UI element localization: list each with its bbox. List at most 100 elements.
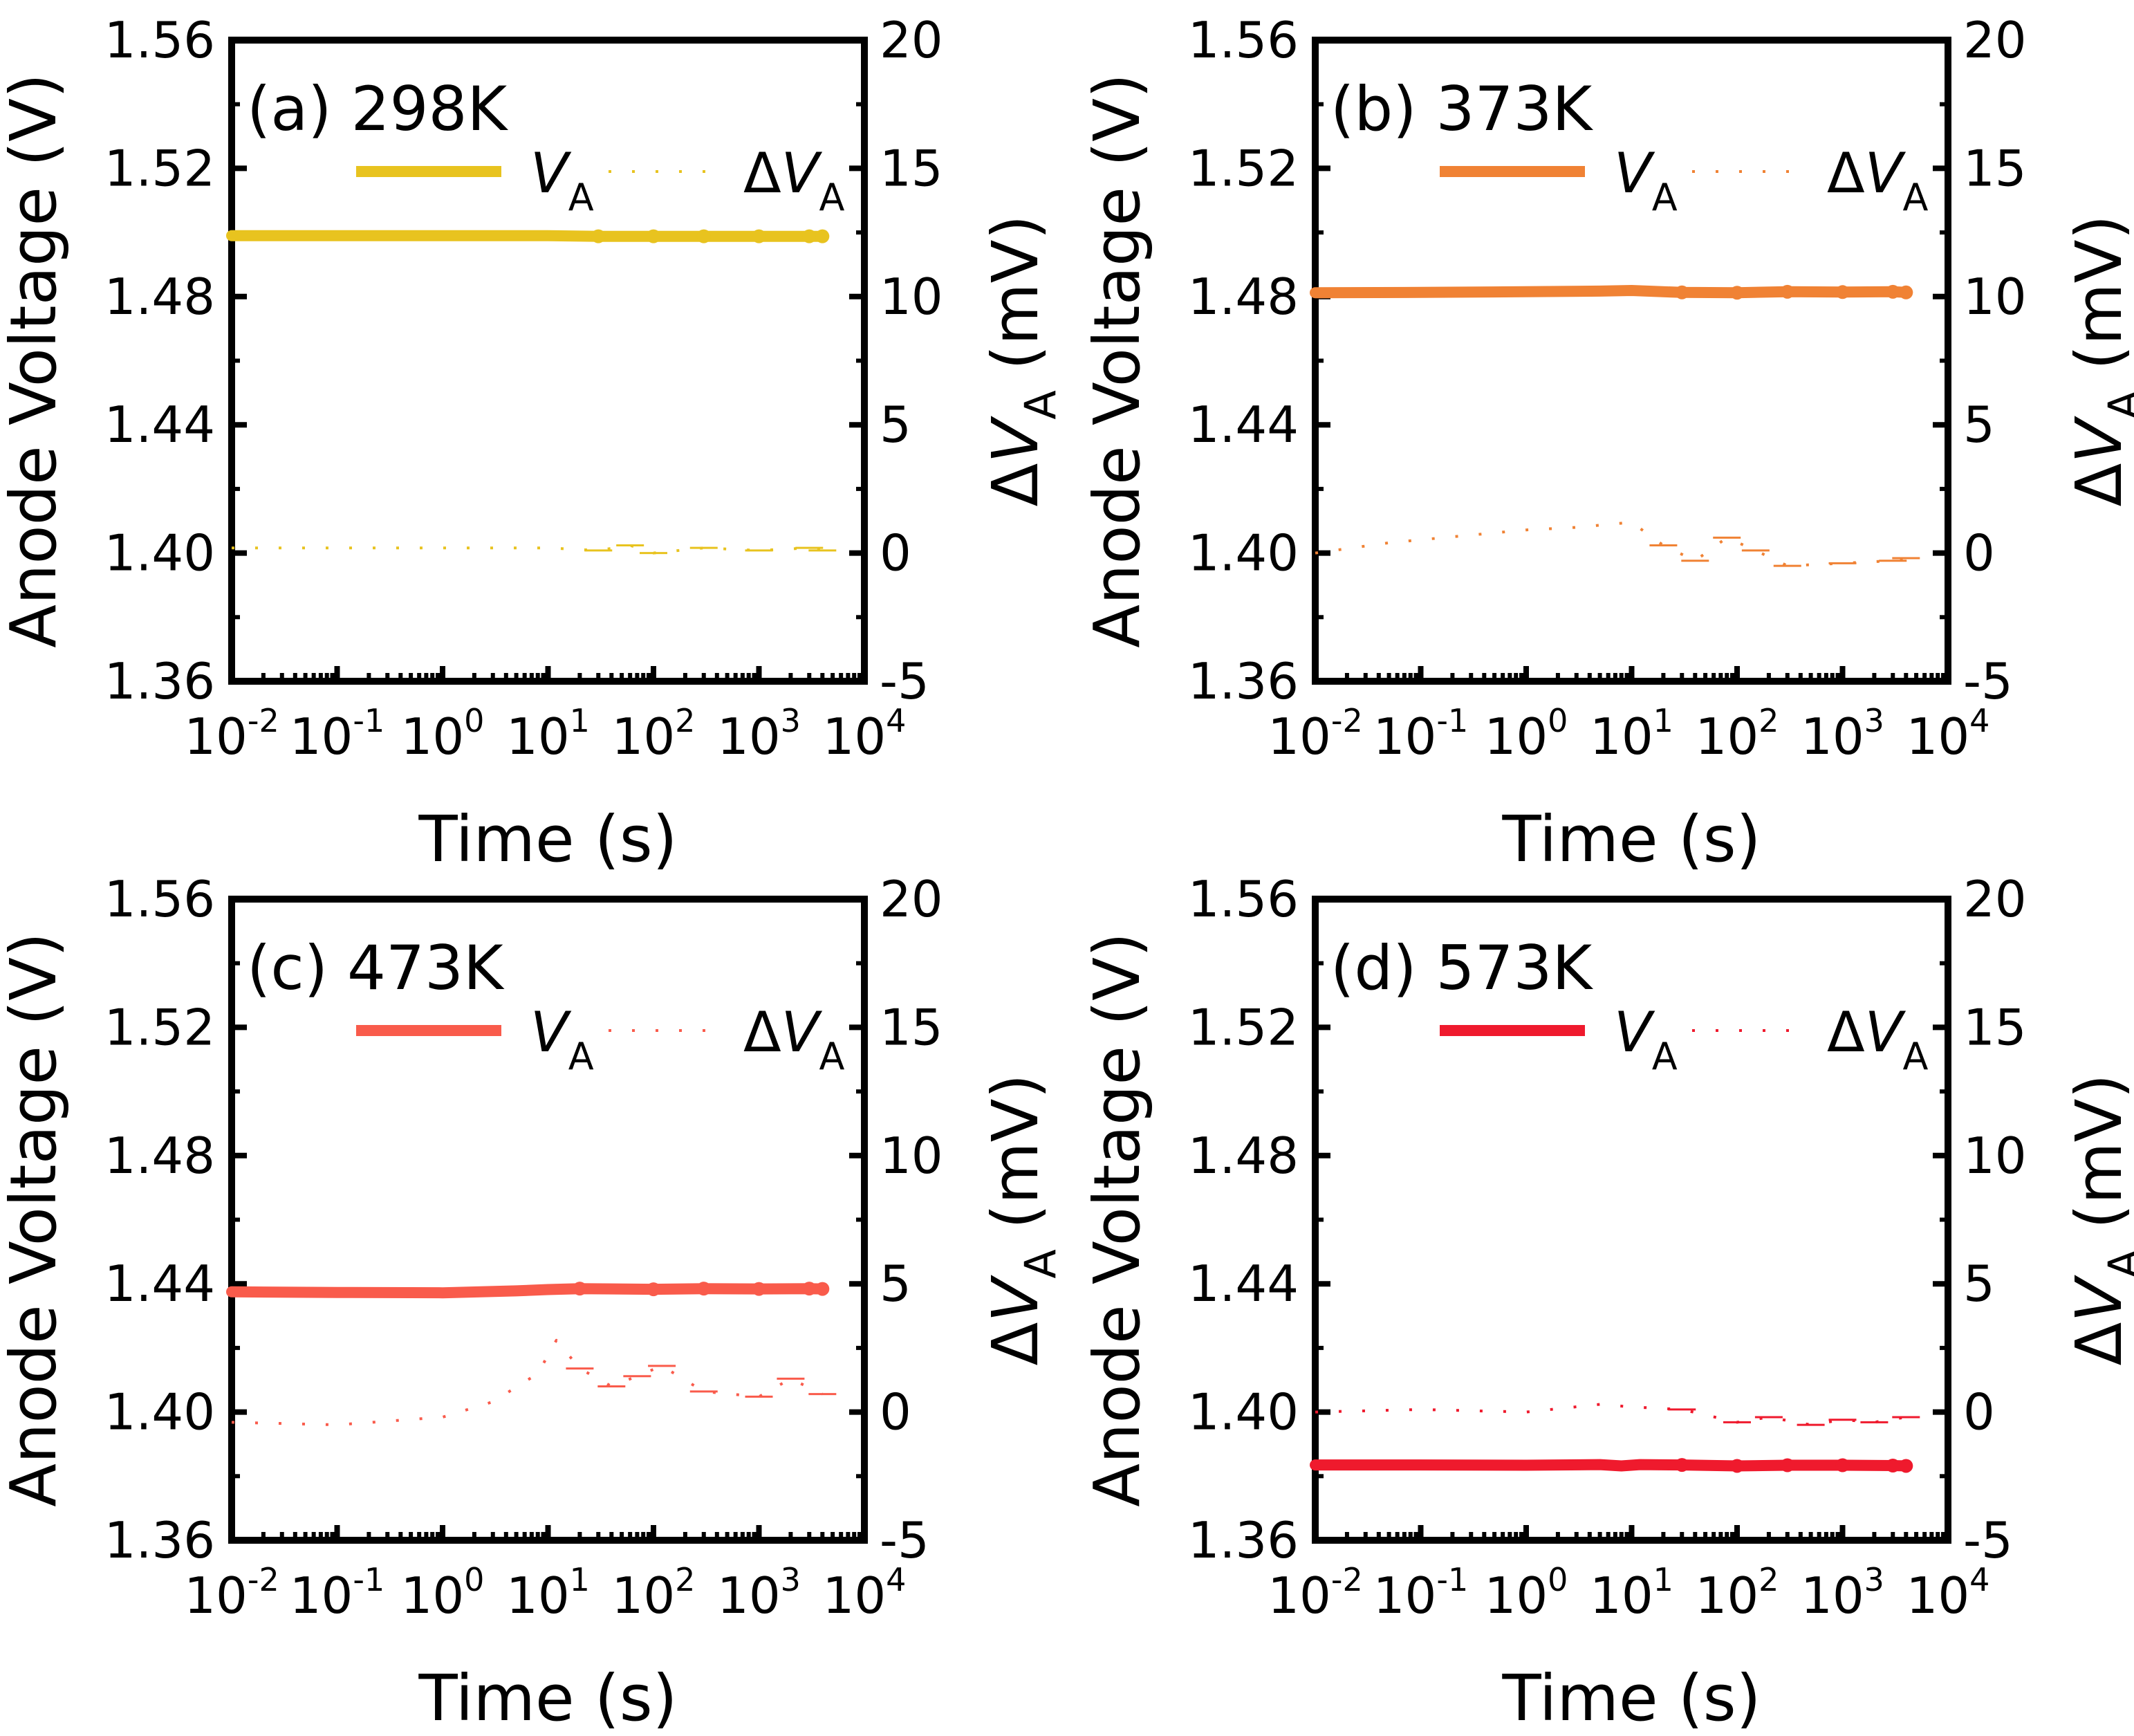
y-right-tick-label: 5 [1963,396,1995,454]
x-tick-base: 10 [506,708,570,766]
y-right-tick-label: 15 [1963,998,2027,1056]
x-tick-exponent: 1 [1653,1561,1673,1598]
x-tick-exponent: 1 [1653,702,1673,739]
x-tick-label: 101 [506,1561,590,1625]
y-left-tick-label: 1.44 [1188,1255,1299,1313]
x-tick-label: 104 [823,702,907,766]
y-left-tick-label: 1.48 [1188,268,1299,326]
x-tick-label: 103 [1801,1561,1884,1625]
x-tick-base: 10 [1906,1567,1970,1625]
x-tick-base: 10 [1590,708,1653,766]
data-point [1899,285,1913,299]
legend-va-label: VA [530,141,594,219]
legend-delta-sub: A [819,176,844,219]
x-tick-exponent: 3 [1864,702,1884,739]
data-point [696,229,711,243]
x-tick-exponent: 1 [570,1561,590,1598]
x-tick-base: 10 [1696,708,1759,766]
y-left-axis-label: Anode Voltage (V) [0,932,71,1507]
legend-delta-prefix: Δ [1827,141,1865,205]
legend-va-var: V [530,1000,572,1064]
panel-temperature: 573K [1417,932,1594,1004]
y-left-tick-label: 1.52 [1188,998,1299,1056]
legend-va-var: V [530,141,572,205]
data-point [752,1282,766,1296]
y-left-axis-label: Anode Voltage (V) [0,73,71,648]
x-axis-label: Time (s) [418,1661,677,1735]
x-tick-base: 10 [290,708,353,766]
data-point [815,1282,830,1296]
legend-va-label: VA [1614,141,1678,219]
x-tick-label: 10-2 [184,1561,279,1625]
y-right-sub: A [1015,1249,1066,1278]
x-tick-base: 10 [290,1567,353,1625]
legend-delta-prefix: Δ [743,1000,781,1064]
x-tick-base: 10 [184,1567,248,1625]
y-right-var: V [978,416,1052,463]
x-tick-label: 102 [1696,702,1779,766]
legend-va-sub: A [568,1035,594,1078]
panel-id: (d) [1330,932,1417,1004]
y-left-tick-label: 1.52 [104,139,215,197]
legend-va-sub: A [1652,176,1678,219]
y-right-tick-label: 15 [1963,139,2027,197]
x-tick-exponent: 4 [1969,1561,1989,1598]
x-tick-label: 104 [1906,1561,1990,1625]
data-point [1899,1459,1913,1473]
y-right-unit: (mV) [2062,1074,2134,1250]
y-right-tick-label: -5 [880,652,929,710]
y-left-axis-label: Anode Voltage (V) [1080,932,1154,1507]
series-delta-va-line [1315,521,1906,568]
y-right-var: V [2062,416,2134,463]
x-tick-exponent: 3 [781,702,801,739]
y-right-tick-label: 10 [1963,268,2027,326]
y-right-sub: A [2099,390,2134,419]
x-tick-base: 10 [1268,1567,1331,1625]
data-point [1886,284,1900,299]
y-right-tick-label: 10 [1963,1127,2027,1185]
legend-delta-prefix: Δ [1827,1000,1865,1064]
x-tick-base: 10 [1801,1567,1864,1625]
y-right-tick-label: -5 [1963,652,2013,710]
panel-label: (d) 573K [1330,932,1593,1004]
y-left-tick-label: 1.44 [104,396,215,454]
x-tick-base: 10 [1590,1567,1653,1625]
panel-id: (b) [1330,73,1417,145]
x-tick-exponent: 0 [464,1561,484,1598]
plot-frame [228,896,868,1544]
legend-va-label: VA [1614,1000,1678,1078]
y-right-tick-label: 5 [1963,1255,1995,1313]
series-va-line [226,230,828,242]
x-tick-base: 10 [1485,708,1548,766]
x-tick-base: 10 [612,1567,676,1625]
x-tick-label: 100 [1485,702,1568,766]
panel-temperature: 373K [1417,73,1594,145]
x-tick-label: 102 [1696,1561,1779,1625]
x-tick-label: 101 [1590,702,1673,766]
y-left-tick-label: 1.48 [1188,1127,1299,1185]
x-tick-base: 10 [823,708,887,766]
x-tick-base: 10 [184,708,248,766]
data-point [1780,284,1794,299]
x-tick-exponent: -1 [353,1561,384,1598]
x-tick-exponent: 4 [886,702,906,739]
series-va-line [226,1283,828,1299]
x-tick-exponent: -1 [353,702,384,739]
y-left-tick-label: 1.56 [104,870,215,928]
x-tick-base: 10 [401,708,465,766]
x-tick-label: 103 [717,1561,801,1625]
x-tick-label: 10-1 [290,702,385,766]
x-tick-base: 10 [1696,1567,1759,1625]
y-right-tick-label: 0 [880,524,911,582]
data-point [647,229,660,243]
y-left-tick-label: 1.40 [1188,1383,1299,1441]
legend-delta-var: V [1865,141,1906,205]
data-point [815,229,830,243]
y-right-axis-label: ΔVA (mV) [978,1074,1066,1366]
x-axis-label: Time (s) [1501,1661,1761,1735]
data-point [647,1282,660,1297]
